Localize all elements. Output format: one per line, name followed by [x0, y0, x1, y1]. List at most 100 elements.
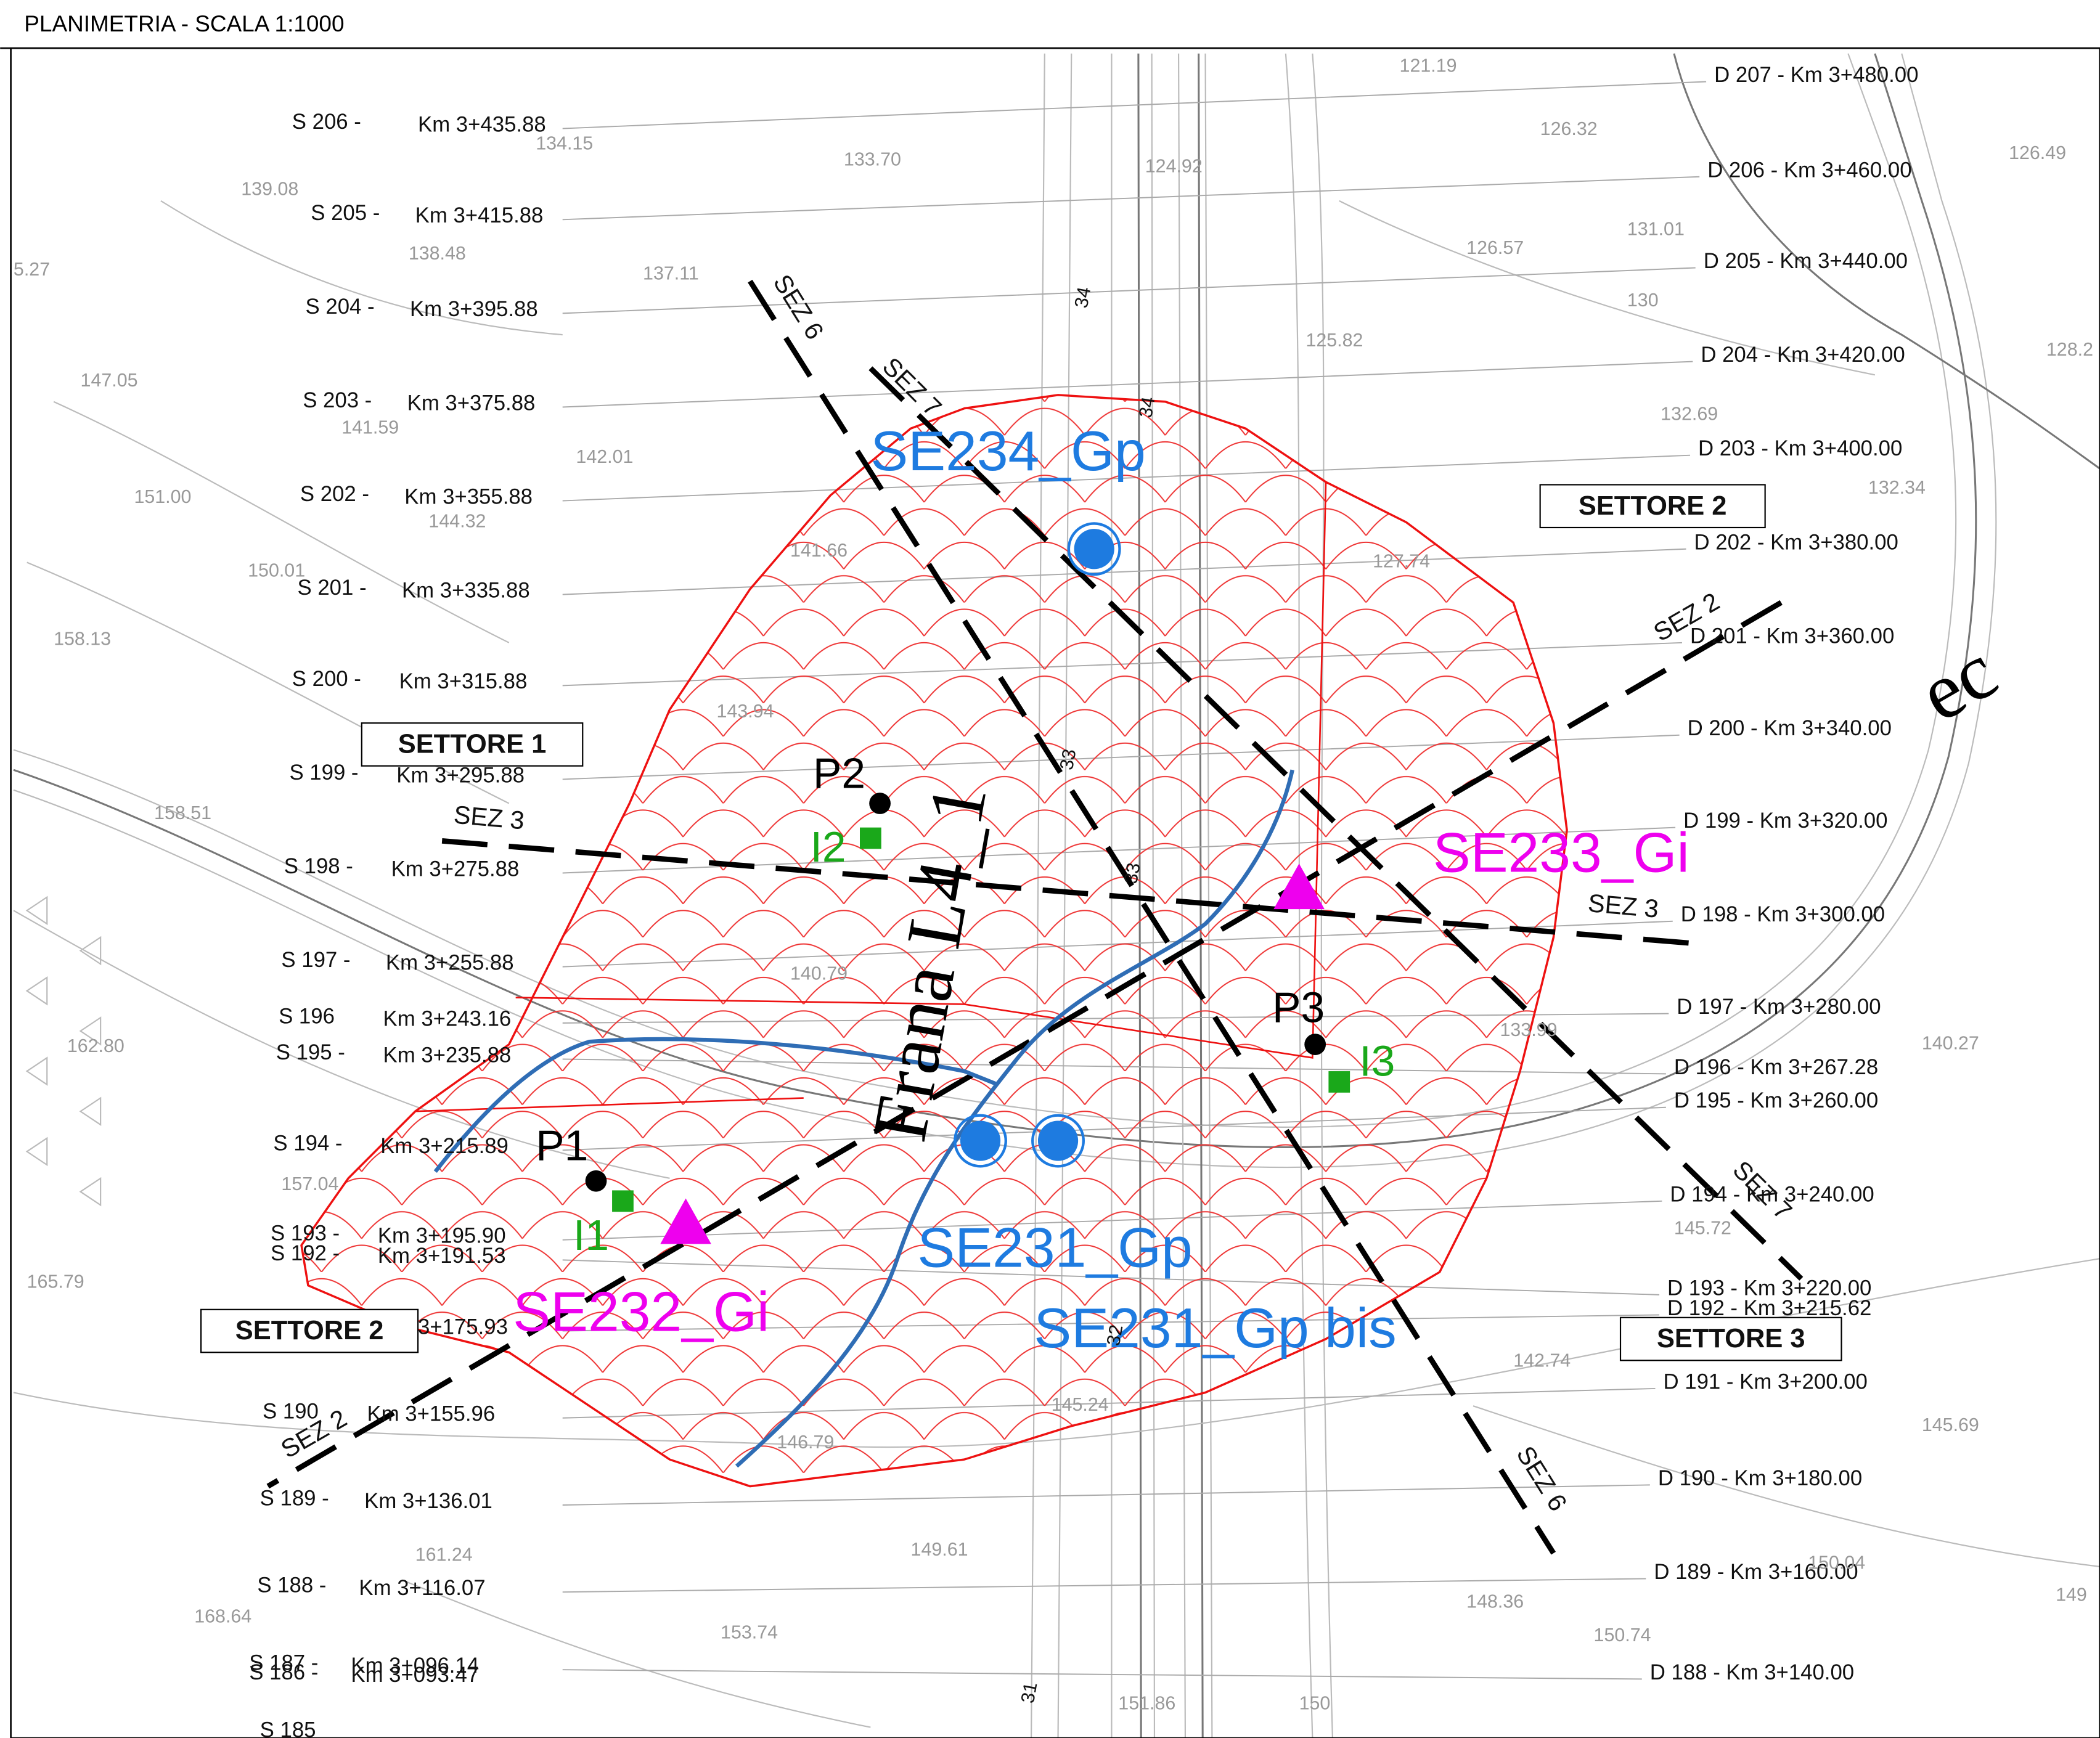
borehole-label: P3	[1272, 984, 1325, 1032]
elevation: 5.27	[14, 259, 50, 280]
elevation: 138.48	[409, 243, 466, 264]
elevation: 165.79	[27, 1271, 84, 1292]
section-label: SEZ 3	[1587, 889, 1660, 923]
station-right: D 194 - Km 3+240.00	[1670, 1183, 1874, 1206]
station-section: S 187 -	[249, 1652, 318, 1675]
elevation: 158.51	[154, 802, 211, 823]
station-km: Km 3+335.88	[402, 579, 530, 602]
sez-6-line	[748, 279, 1556, 1555]
elevation: 142.01	[576, 446, 633, 467]
elevation: 148.36	[1466, 1591, 1524, 1612]
elevation: 150.01	[248, 560, 305, 581]
station-right: D 190 - Km 3+180.00	[1658, 1467, 1862, 1490]
station-km: 3+175.93	[418, 1315, 508, 1339]
instrument-label: SE231_Gp bis	[1034, 1297, 1396, 1360]
piezometer-core	[960, 1120, 1001, 1161]
borehole	[585, 1170, 607, 1192]
instrument-label: SE232_Gi	[513, 1281, 769, 1344]
station-section: S 203 -	[303, 389, 372, 412]
elevation: 145.72	[1674, 1217, 1731, 1238]
station-right: D 203 - Km 3+400.00	[1698, 437, 1902, 460]
station-section: S 189 -	[260, 1487, 329, 1510]
station-km: Km 3+155.96	[367, 1403, 495, 1426]
station-section: S 205 -	[311, 202, 380, 225]
station-km: Km 3+195.90	[378, 1225, 506, 1248]
elevation: 140.79	[790, 963, 848, 984]
sector-label: SETTORE 2	[235, 1316, 384, 1345]
elevation: 149.61	[911, 1539, 968, 1560]
station-right: D 204 - Km 3+420.00	[1701, 343, 1905, 367]
piezometer	[1067, 522, 1121, 576]
sez-2-line	[266, 600, 1783, 1489]
elevation: 141.59	[341, 417, 399, 438]
station-section: S 192 -	[271, 1242, 340, 1265]
labels: S 206 - Km 3+435.88 S 205 - Km 3+415.88 S 20…	[14, 55, 2093, 1738]
station-km: Km 3+315.88	[399, 670, 528, 693]
borehole-label: P2	[813, 749, 865, 797]
station-section: S 206 -	[292, 110, 361, 134]
sector-box	[1619, 1316, 1842, 1361]
inclinometer-label: I3	[1359, 1037, 1395, 1085]
station-km: Km 3+215.89	[380, 1135, 509, 1158]
landslide-area	[300, 394, 1568, 1488]
elevation: 142.74	[1513, 1350, 1571, 1371]
station-right: D 193 - Km 3+220.00	[1667, 1276, 1871, 1300]
road-marker: 31	[1017, 1681, 1041, 1705]
elevation: 134.15	[536, 133, 593, 154]
sez-3-line	[441, 838, 1701, 947]
sector-label: SETTORE 3	[1657, 1324, 1805, 1353]
station-km: Km 3+116.07	[359, 1577, 485, 1600]
station-right: D 189 - Km 3+160.00	[1654, 1561, 1858, 1584]
station-section: S 199 -	[289, 761, 358, 785]
elevation: 150.04	[1808, 1552, 1865, 1573]
station-km: Km 3+235.88	[383, 1043, 512, 1067]
elevation: 132.69	[1661, 404, 1718, 425]
station-section: S 193 -	[271, 1222, 340, 1245]
elevation: 133.70	[844, 149, 901, 170]
station-right: D 198 - Km 3+300.00	[1681, 903, 1885, 926]
station-km: Km 3+096.14	[351, 1654, 479, 1678]
borehole-label: P1	[536, 1121, 588, 1169]
station-right: D 207 - Km 3+480.00	[1714, 63, 1918, 87]
instrument-label: SE233_Gi	[1433, 822, 1689, 884]
elevation: 162.80	[67, 1035, 125, 1056]
elevation: 140.27	[1922, 1033, 1979, 1054]
station-line	[562, 267, 1696, 314]
elevation: 141.66	[790, 540, 848, 561]
elevation: 127.74	[1373, 551, 1430, 572]
elevation: 144.32	[428, 510, 486, 531]
sector-box	[1539, 484, 1766, 529]
elevation: 147.05	[81, 370, 138, 391]
elevation: 149	[2056, 1585, 2087, 1605]
inclinometer	[1328, 1071, 1350, 1093]
station-section: S 190	[263, 1400, 319, 1423]
elevation: 124.92	[1145, 156, 1203, 177]
elevation: 158.13	[54, 629, 111, 650]
elevation: 151.00	[134, 486, 191, 507]
section-label: SEZ 3	[452, 801, 525, 835]
station-line	[562, 176, 1700, 221]
station-line	[562, 81, 1707, 129]
station-section: S 197 -	[281, 949, 350, 972]
elevation: 168.64	[194, 1605, 251, 1626]
station-section: S 204 -	[306, 295, 375, 319]
station-section: S 196	[279, 1005, 335, 1028]
elevation: 139.08	[241, 179, 298, 200]
elevation: 157.04	[281, 1173, 338, 1194]
elevation: 146.79	[777, 1432, 834, 1453]
elevation: 130	[1627, 290, 1659, 311]
piezometer	[1031, 1114, 1085, 1168]
elevation: 145.24	[1052, 1394, 1109, 1415]
streams	[433, 769, 1294, 1468]
station-section: S 188 -	[257, 1574, 326, 1597]
station-km: Km 3+136.01	[364, 1490, 492, 1513]
road-marker: 33	[1120, 861, 1144, 885]
station-section: S 185	[260, 1718, 316, 1738]
elevation: 161.24	[415, 1544, 473, 1565]
station-right: D 200 - Km 3+340.00	[1688, 717, 1892, 740]
station-right: D 201 - Km 3+360.00	[1690, 624, 1894, 648]
station-km: Km 3+275.88	[391, 857, 520, 881]
elevation: 145.69	[1922, 1414, 1979, 1435]
station-section: S 200 -	[292, 667, 361, 691]
piezometer-core	[1037, 1120, 1079, 1161]
